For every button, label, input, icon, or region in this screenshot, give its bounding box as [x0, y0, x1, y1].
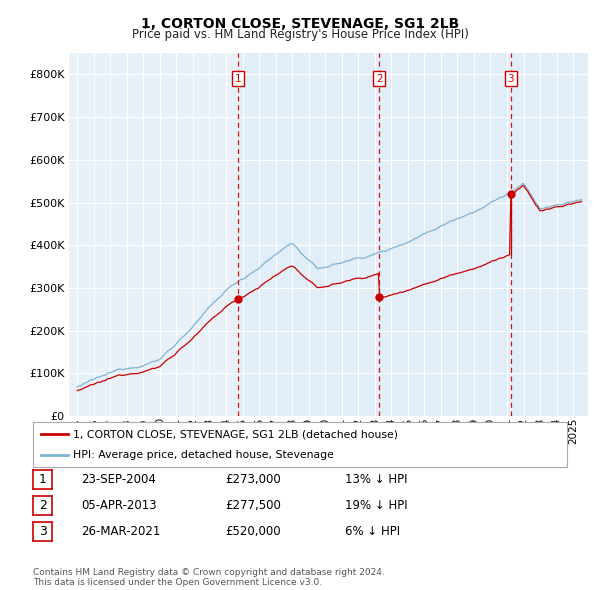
Text: £273,000: £273,000 — [225, 473, 281, 486]
Text: 05-APR-2013: 05-APR-2013 — [81, 499, 157, 512]
Text: Contains HM Land Registry data © Crown copyright and database right 2024.
This d: Contains HM Land Registry data © Crown c… — [33, 568, 385, 587]
Text: 3: 3 — [508, 74, 514, 84]
Text: £520,000: £520,000 — [225, 525, 281, 538]
Bar — [379, 53, 511, 416]
Text: 1, CORTON CLOSE, STEVENAGE, SG1 2LB (detached house): 1, CORTON CLOSE, STEVENAGE, SG1 2LB (det… — [73, 429, 398, 439]
Text: 6% ↓ HPI: 6% ↓ HPI — [345, 525, 400, 538]
Text: 3: 3 — [38, 525, 47, 538]
Text: 26-MAR-2021: 26-MAR-2021 — [81, 525, 160, 538]
Text: 1, CORTON CLOSE, STEVENAGE, SG1 2LB: 1, CORTON CLOSE, STEVENAGE, SG1 2LB — [141, 17, 459, 31]
Text: 23-SEP-2004: 23-SEP-2004 — [81, 473, 156, 486]
Text: 1: 1 — [38, 473, 47, 486]
Bar — [238, 53, 379, 416]
Text: 19% ↓ HPI: 19% ↓ HPI — [345, 499, 407, 512]
Bar — [511, 53, 590, 416]
Text: 1: 1 — [235, 74, 241, 84]
Text: 2: 2 — [376, 74, 382, 84]
Text: £277,500: £277,500 — [225, 499, 281, 512]
Text: Price paid vs. HM Land Registry's House Price Index (HPI): Price paid vs. HM Land Registry's House … — [131, 28, 469, 41]
Text: 2: 2 — [38, 499, 47, 512]
Text: HPI: Average price, detached house, Stevenage: HPI: Average price, detached house, Stev… — [73, 450, 334, 460]
Text: 13% ↓ HPI: 13% ↓ HPI — [345, 473, 407, 486]
